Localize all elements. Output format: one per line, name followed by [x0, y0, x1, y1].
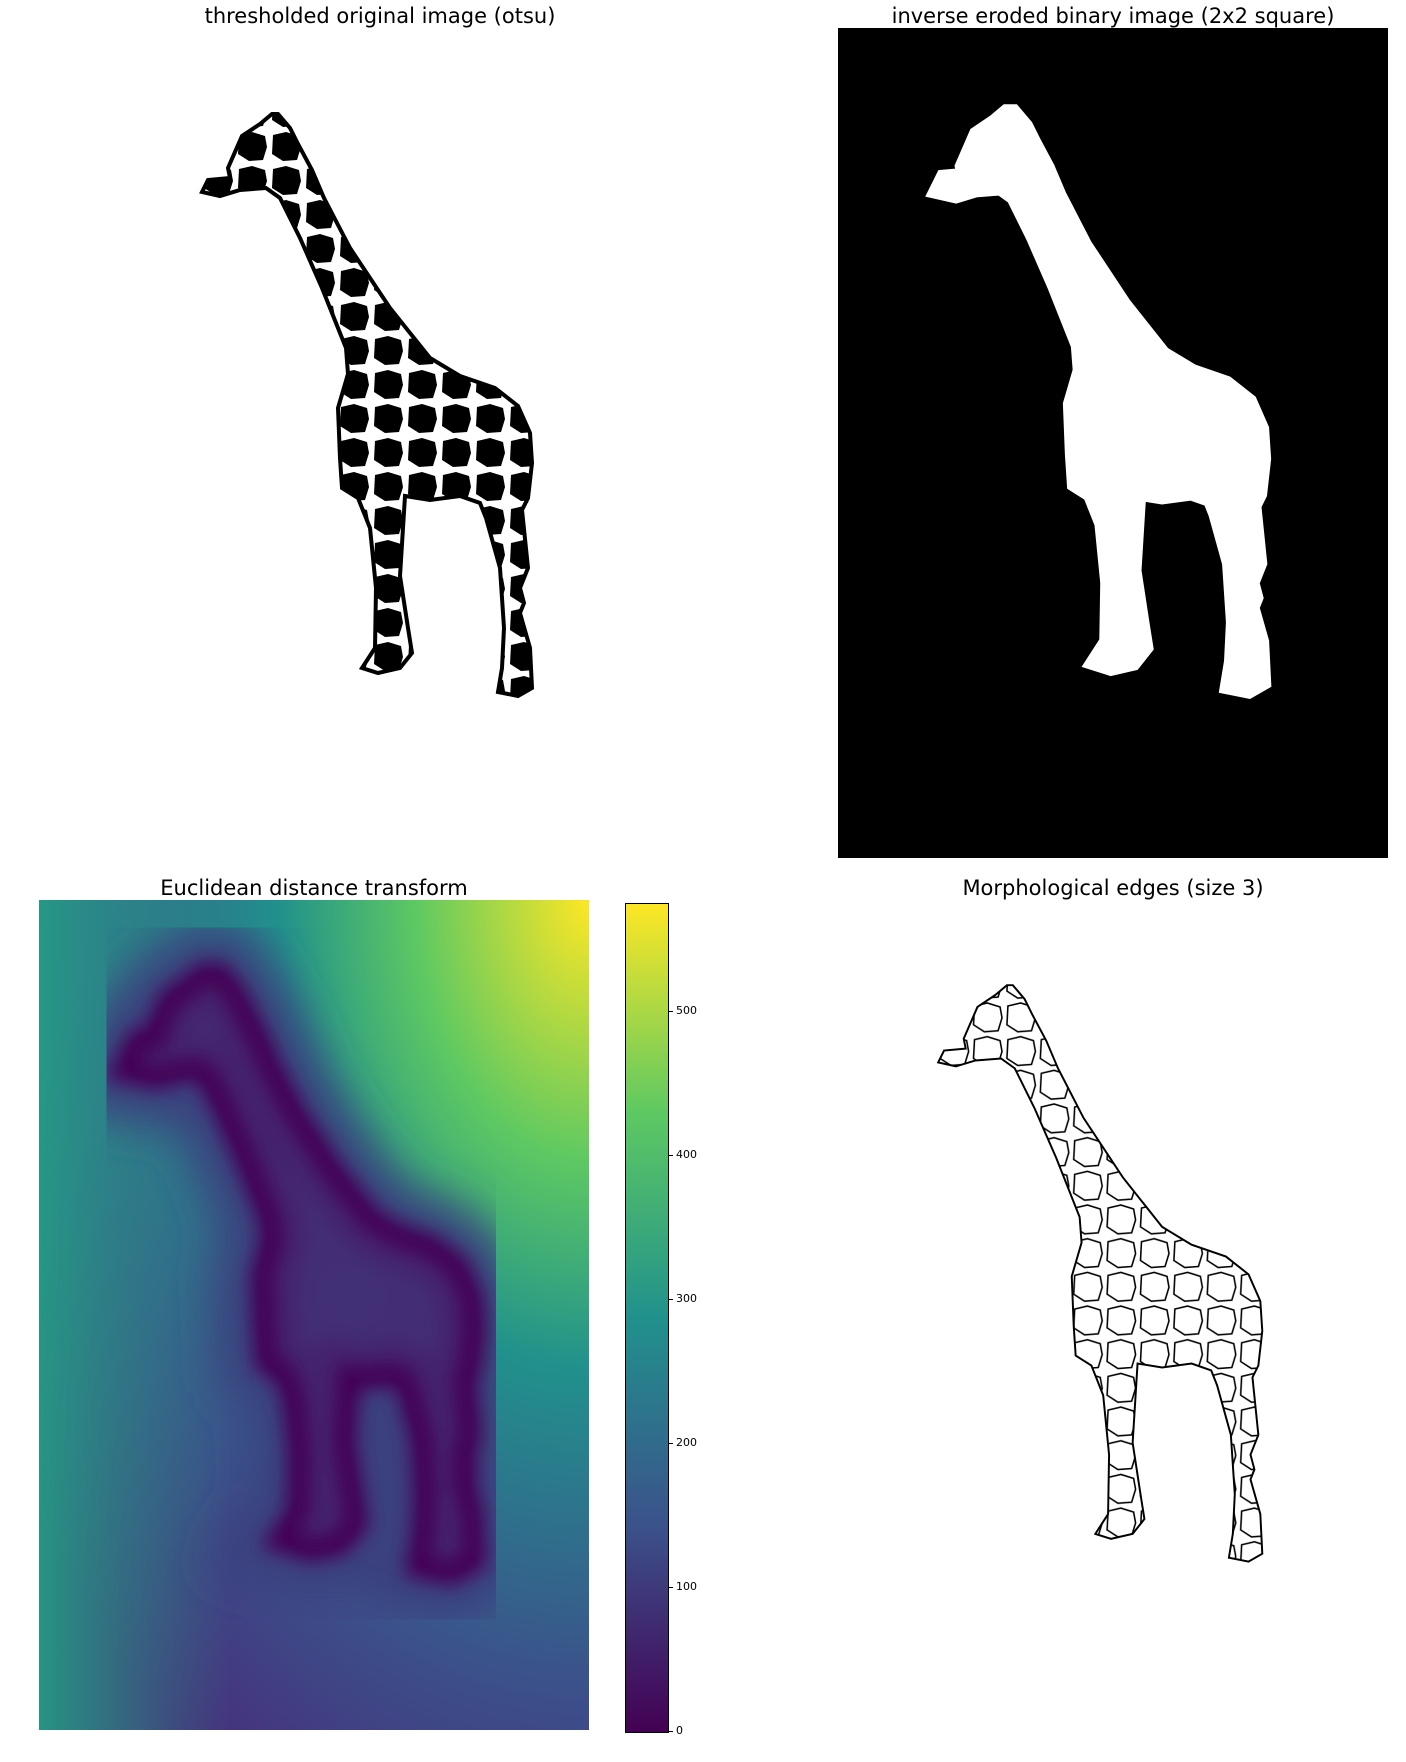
colorbar-tick-mark — [668, 1443, 673, 1444]
colorbar-tick-label: 0 — [676, 1724, 683, 1737]
panel-3-title: Euclidean distance transform — [160, 876, 468, 900]
distance-transform-image — [39, 900, 589, 1730]
colorbar-tick-mark — [668, 1299, 673, 1300]
panel-1-title: thresholded original image (otsu) — [204, 4, 556, 28]
colorbar-tick-label: 400 — [676, 1148, 697, 1161]
eroded-mask-image — [838, 28, 1388, 858]
colorbar-tick-mark — [668, 1155, 673, 1156]
edges-image — [838, 900, 1388, 1730]
colorbar-tick-label: 200 — [676, 1436, 697, 1449]
colorbar-tick-mark — [668, 1731, 673, 1732]
colorbar-tick-mark — [668, 1011, 673, 1012]
colorbar-tick-label: 100 — [676, 1580, 697, 1593]
colorbar-tick-label: 300 — [676, 1292, 697, 1305]
otsu-image — [100, 28, 660, 866]
colorbar-tick-mark — [668, 1587, 673, 1588]
colorbar-tick-label: 500 — [676, 1004, 697, 1017]
panel-4-title: Morphological edges (size 3) — [962, 876, 1264, 900]
colorbar — [625, 903, 669, 1733]
panel-2-title: inverse eroded binary image (2x2 square) — [891, 4, 1335, 28]
